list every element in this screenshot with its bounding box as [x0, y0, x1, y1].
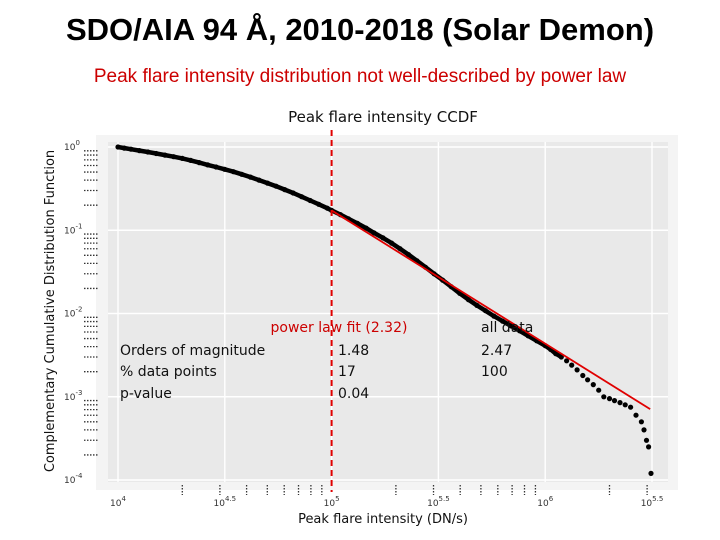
data-point	[638, 419, 645, 425]
data-point	[643, 437, 650, 443]
fit-line	[331, 209, 651, 410]
y-tick-labels: 100 10-1 10-2 10-3 10-4	[64, 139, 83, 486]
x-tick-labels: 104 104.5 105 105.5 106 105.5	[110, 495, 663, 509]
data-point	[405, 252, 412, 258]
data-point	[230, 169, 236, 175]
data-point	[491, 313, 497, 319]
data-point	[247, 174, 254, 180]
data-point	[162, 152, 168, 158]
slide-title: SDO/AIA 94 Å, 2010-2018 (Solar Demon)	[65, 12, 655, 47]
data-point	[641, 427, 647, 433]
data-point	[585, 377, 591, 383]
data-point	[153, 150, 159, 157]
data-point	[307, 197, 313, 204]
x-tick-label: 104.5	[214, 495, 237, 509]
data-point	[574, 367, 580, 373]
data-point	[188, 157, 194, 163]
data-point	[371, 230, 377, 236]
data-point	[622, 402, 628, 408]
data-series	[115, 144, 654, 476]
data-point	[205, 162, 211, 168]
data-point	[606, 396, 613, 402]
table-row-label: p-value	[120, 386, 172, 402]
data-point	[299, 194, 305, 200]
data-point	[569, 362, 575, 368]
table-cell-fit: 0.04	[338, 386, 369, 402]
data-point	[397, 246, 403, 252]
data-point	[179, 155, 185, 161]
data-point	[389, 240, 395, 246]
data-point	[121, 145, 127, 151]
table-cell-all: 100	[481, 364, 508, 380]
x-tick-label: 105.5	[427, 495, 450, 509]
x-tick-label: 106	[537, 495, 553, 509]
table-cell-fit: 17	[338, 364, 356, 380]
data-point	[633, 412, 639, 418]
table-row-label: Orders of magnitude	[120, 343, 265, 359]
data-point	[648, 470, 654, 476]
y-tick-label: 100	[64, 139, 80, 153]
data-point	[273, 183, 279, 189]
data-point	[380, 235, 386, 241]
y-tick-label: 10-4	[64, 472, 83, 486]
data-point	[601, 394, 607, 400]
slide-subtitle: Peak flare intensity distribution not we…	[93, 66, 627, 87]
data-point	[171, 154, 177, 160]
data-point	[482, 308, 488, 314]
x-tick-label: 104	[110, 495, 126, 509]
data-point	[580, 372, 586, 379]
chart-title: Peak flare intensity CCDF	[288, 108, 478, 126]
x-tick-label: 105	[324, 495, 340, 509]
data-point	[611, 398, 618, 404]
table-row-label: % data points	[120, 364, 217, 380]
power-law-fit	[331, 209, 651, 410]
data-point	[256, 177, 262, 183]
table-header-all: all data	[481, 320, 533, 336]
y-tick-label: 10-1	[64, 222, 82, 236]
data-point	[564, 358, 570, 364]
data-point	[646, 444, 652, 450]
data-point	[465, 297, 471, 303]
y-axis-label: Complementary Cumulative Distribution Fu…	[43, 150, 58, 472]
data-point	[553, 351, 559, 357]
data-point	[474, 302, 480, 308]
data-point	[264, 180, 271, 186]
data-point	[324, 205, 330, 211]
fit-table: power law fit (2.32) all data Orders of …	[120, 320, 533, 402]
x-tick-label: 105.5	[641, 495, 664, 509]
y-tick-label: 10-3	[64, 389, 82, 403]
data-point	[316, 201, 322, 207]
data-point	[628, 404, 634, 410]
y-tick-label: 10-2	[64, 306, 82, 320]
data-point	[136, 148, 142, 154]
data-point	[558, 354, 564, 360]
data-point	[145, 149, 151, 155]
data-point	[363, 225, 369, 231]
data-point	[508, 323, 514, 329]
data-point	[222, 166, 228, 172]
data-point	[499, 318, 506, 324]
data-point	[290, 190, 296, 196]
data-point	[196, 160, 202, 166]
table-header-fit: power law fit (2.32)	[271, 320, 408, 336]
data-point	[213, 164, 219, 170]
plot-area	[108, 142, 668, 482]
data-point	[617, 400, 623, 406]
data-point	[128, 146, 134, 152]
table-cell-all: 2.47	[481, 343, 512, 359]
table-cell-fit: 1.48	[338, 343, 369, 359]
x-axis-label: Peak flare intensity (DN/s)	[298, 512, 468, 527]
data-point	[239, 171, 245, 177]
data-point	[115, 144, 121, 150]
data-point	[596, 387, 602, 393]
data-point	[590, 382, 596, 388]
data-point	[282, 187, 288, 193]
